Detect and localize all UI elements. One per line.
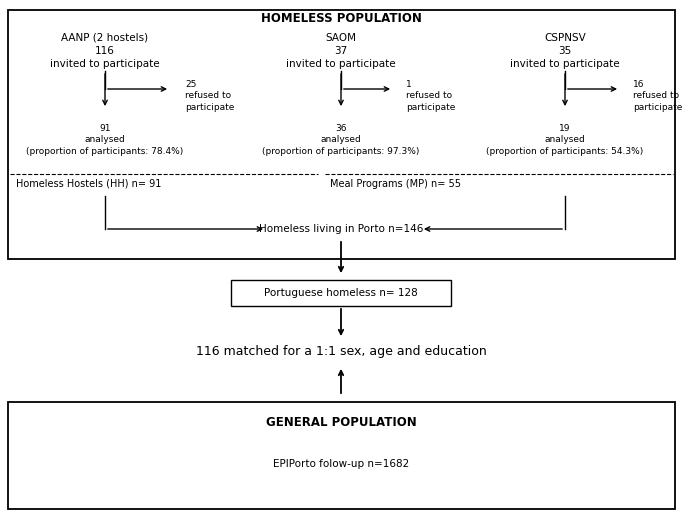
Text: Portuguese homeless n= 128: Portuguese homeless n= 128 [264,288,418,298]
Text: GENERAL POPULATION: GENERAL POPULATION [266,415,417,429]
Text: 91
analysed
(proportion of participants: 78.4%): 91 analysed (proportion of participants:… [27,124,184,156]
Text: AANP (2 hostels)
116
invited to participate: AANP (2 hostels) 116 invited to particip… [50,33,160,69]
Text: Homeless Hostels (HH) n= 91: Homeless Hostels (HH) n= 91 [16,179,161,189]
Text: Meal Programs (MP) n= 55: Meal Programs (MP) n= 55 [330,179,461,189]
Text: 1
refused to
participate: 1 refused to participate [406,80,456,112]
Text: 36
analysed
(proportion of participants: 97.3%): 36 analysed (proportion of participants:… [262,124,419,156]
Text: CSPNSV
35
invited to participate: CSPNSV 35 invited to participate [510,33,619,69]
Bar [8,402,675,509]
Text: HOMELESS POPULATION: HOMELESS POPULATION [260,12,421,26]
Text: Homeless living in Porto n=146: Homeless living in Porto n=146 [259,224,423,234]
Text: 19
analysed
(proportion of participants: 54.3%): 19 analysed (proportion of participants:… [486,124,643,156]
Text: 25
refused to
participate: 25 refused to participate [185,80,234,112]
Text: SAOM
37
invited to participate: SAOM 37 invited to participate [286,33,396,69]
Text: EPIPorto folow-up n=1682: EPIPorto folow-up n=1682 [273,459,409,469]
Text: 116 matched for a 1:1 sex, age and education: 116 matched for a 1:1 sex, age and educa… [195,345,486,358]
Text: 16
refused to
participate: 16 refused to participate [633,80,682,112]
Bar [231,280,451,306]
Bar [8,10,675,259]
